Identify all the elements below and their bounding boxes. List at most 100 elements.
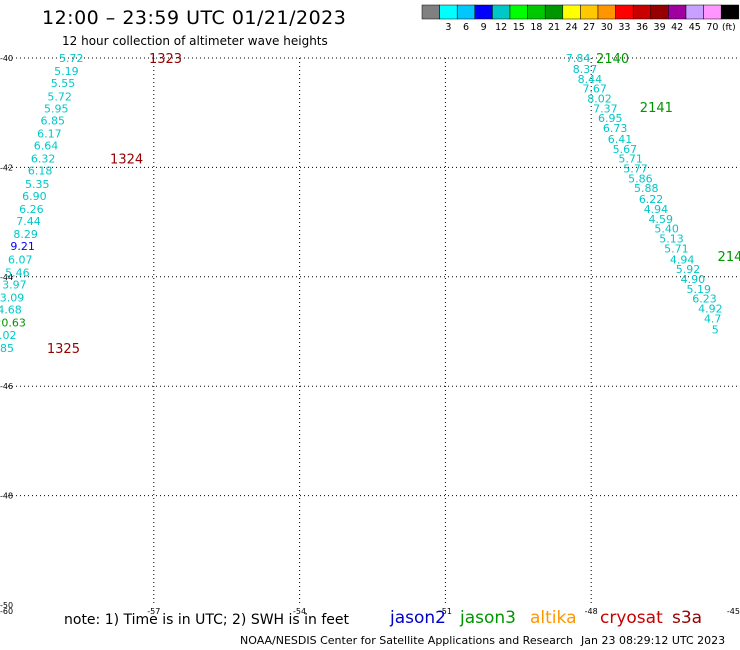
colorbar-bin	[632, 4, 652, 20]
swh-value-label: 5.71	[664, 242, 689, 255]
swh-value-label: 4.7	[704, 312, 722, 325]
swh-value-label: 9.21	[10, 240, 35, 253]
swh-value-label: 6.41	[608, 133, 633, 146]
colorbar-tick-label: 9	[481, 22, 487, 33]
colorbar-bin	[456, 4, 476, 20]
y-tick-label: -40	[0, 54, 13, 63]
swh-value-label: 5.72	[47, 90, 71, 103]
swh-value-label: 7.37	[593, 102, 618, 115]
colorbar-tick-label: 21	[548, 22, 560, 33]
colorbar-tick-label: 33	[618, 22, 630, 33]
colorbar-tick-label: 3	[445, 22, 451, 33]
generated-timestamp: Jan 23 08:29:12 UTC 2023	[581, 634, 726, 647]
legend-s3a: s3a	[672, 608, 703, 628]
x-tick-label: -54	[293, 607, 306, 616]
swh-value-label: 5.77	[623, 162, 648, 175]
colorbar-bin	[509, 4, 528, 20]
swh-value-label: 4.94	[644, 203, 669, 216]
swh-value-label: 4.94	[670, 253, 695, 266]
swh-value-label: 5.13	[659, 233, 684, 246]
swh-value-label: 5.88	[634, 182, 659, 195]
swh-value-label: 6.64	[34, 140, 59, 153]
colorbar-bin	[597, 4, 616, 20]
swh-value-label: 4.68	[0, 304, 22, 317]
x-tick-label: -60	[0, 607, 13, 616]
y-tick-label: -44	[0, 273, 13, 282]
swh-value-label: 6.90	[22, 190, 47, 203]
swh-value-label: 5.19	[686, 283, 711, 296]
colorbar-bin	[615, 4, 634, 20]
pass-time-label: 1324	[110, 153, 143, 168]
legend-jason3: jason3	[460, 608, 516, 628]
swh-value-label: 5.86	[628, 172, 653, 185]
colorbar-bin	[685, 4, 704, 20]
swh-value-label: 5.40	[654, 223, 679, 236]
swh-value-label: 7.67	[582, 83, 607, 96]
colorbar-bin	[703, 4, 722, 20]
swh-value-label: 5	[712, 323, 719, 336]
colorbar-tick-label: 24	[566, 22, 578, 33]
colorbar-tick-label: 6	[463, 22, 469, 33]
colorbar-tick-label: 12	[495, 22, 507, 33]
swh-value-label: 5.72	[59, 52, 84, 65]
swh-value-label: 3.09	[0, 292, 24, 305]
swh-value-label: 5.35	[25, 178, 50, 191]
colorbar-bin	[580, 4, 599, 20]
swh-data-points: 5.725.195.555.725.956.856.176.646.326.18…	[0, 52, 723, 355]
swh-value-label: 3.97	[2, 278, 27, 291]
colorbar-tick-label: 39	[654, 22, 666, 33]
colorbar-bin	[650, 4, 669, 20]
colorbar-bin	[492, 4, 511, 20]
swh-value-label: 5.95	[44, 102, 69, 115]
swh-value-label: 8.44	[578, 73, 603, 86]
swh-value-label: 8.37	[573, 63, 598, 76]
legend-cryosat: cryosat	[600, 608, 663, 628]
colorbar-tick-label: 15	[513, 22, 525, 33]
colorbar-bin	[474, 4, 493, 20]
swh-value-label: 6.85	[41, 114, 65, 127]
colorbar-bin	[720, 4, 740, 20]
pass-time-label: 2141	[640, 101, 673, 116]
pass-time-label: 1325	[47, 342, 80, 357]
swh-value-label: 6.22	[639, 193, 664, 206]
swh-value-label: 5.67	[613, 143, 638, 156]
colorbar-tick-label: 36	[636, 22, 648, 33]
swh-value-label: 6.32	[31, 153, 56, 166]
swh-value-label: 6.26	[19, 203, 44, 216]
swh-value-label: 8.29	[13, 228, 38, 241]
swh-value-label: 4.85	[0, 342, 14, 355]
y-tick-label: -50	[0, 601, 13, 610]
x-tick-label: -48	[585, 607, 598, 616]
colorbar-bin	[439, 4, 458, 20]
swh-value-label: 6.07	[8, 253, 33, 266]
map-grid	[8, 57, 737, 605]
swh-value-label: 4.92	[698, 303, 723, 316]
colorbar: 3 6 9 12 15 18 21 24 27 30 33 36 39 42 45 70 (ft)	[421, 4, 740, 33]
x-tick-label: -45	[727, 607, 740, 616]
swh-value-label: 6.17	[37, 127, 62, 140]
swh-value-label: 4.02	[0, 329, 16, 342]
chart-subtitle: 12 hour collection of altimeter wave hei…	[62, 34, 328, 48]
swh-value-label: 4.59	[649, 213, 674, 226]
swh-value-label: 8.02	[587, 92, 612, 105]
swh-value-label: 7.44	[16, 215, 41, 228]
y-tick-label: -48	[0, 492, 13, 501]
swh-value-label: 5.19	[54, 65, 79, 78]
footnote: note: 1) Time is in UTC; 2) SWH is in fe…	[64, 612, 350, 628]
swh-value-label: 7.84	[566, 52, 591, 65]
axis-labels: -40 -42 -44 -46 -48 -50-60 -57 -54 -51 -48 -45	[0, 54, 740, 616]
colorbar-bin	[668, 4, 687, 20]
y-tick-label: -42	[0, 163, 13, 172]
x-tick-label: -57	[147, 607, 160, 616]
colorbar-tick-label: 27	[583, 22, 595, 33]
colorbar-tick-label: 30	[601, 22, 613, 33]
colorbar-tick-label: 18	[530, 22, 542, 33]
swh-value-label: 6.23	[692, 293, 717, 306]
colorbar-bin	[544, 4, 564, 20]
pass-time-label: 2142	[718, 250, 740, 265]
colorbar-tick-label: 45	[689, 22, 701, 33]
y-tick-label: -46	[0, 382, 13, 391]
pass-time-labels: 1323 1324 1325 2140 2141 2142	[47, 52, 740, 357]
